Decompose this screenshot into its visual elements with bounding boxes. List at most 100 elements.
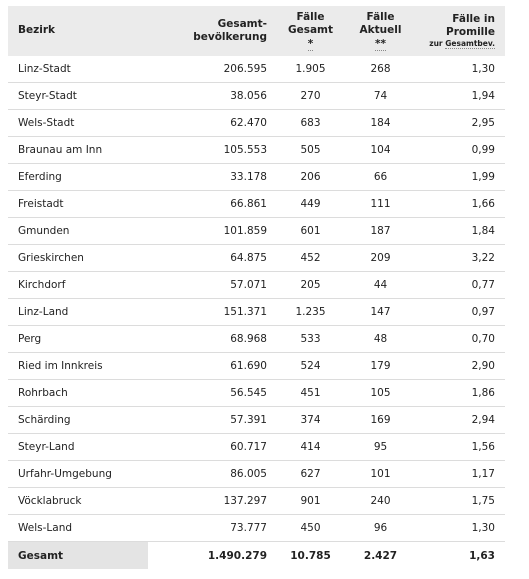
cell-bezirk: Linz-Land (8, 298, 148, 326)
cell-promille: 1,30 (417, 514, 505, 542)
cell-promille: 1,99 (417, 163, 505, 191)
cell-promille: 2,90 (417, 352, 505, 380)
header-promille-line1: Fälle in Promille (446, 13, 495, 39)
table-footer: Gesamt 1.490.279 10.785 2.427 1,63 (8, 541, 505, 569)
cell-bevoelkerung: 101.859 (148, 217, 277, 245)
header-gesamtbevoelkerung[interactable]: Gesamt- bevölkerung (148, 6, 277, 56)
cell-faelle-aktuell: 66 (344, 163, 417, 191)
cell-faelle-gesamt: 452 (277, 244, 344, 272)
cell-faelle-aktuell: 105 (344, 379, 417, 407)
cell-bevoelkerung: 57.071 (148, 271, 277, 299)
cell-bevoelkerung: 61.690 (148, 352, 277, 380)
table-row: Urfahr-Umgebung 86.005 627 101 1,17 (8, 460, 505, 488)
table-row: Wels-Land 73.777 450 96 1,30 (8, 514, 505, 542)
cell-promille: 2,95 (417, 109, 505, 137)
header-bezirk[interactable]: Bezirk (8, 6, 148, 56)
header-gesamt-line2: bevölkerung (193, 31, 267, 43)
cell-bezirk: Eferding (8, 163, 148, 191)
cell-bevoelkerung: 38.056 (148, 82, 277, 110)
table-row: Linz-Land 151.371 1.235 147 0,97 (8, 298, 505, 326)
cell-promille: 2,94 (417, 406, 505, 434)
cell-faelle-aktuell: 44 (344, 271, 417, 299)
cell-faelle-aktuell: 104 (344, 136, 417, 164)
cell-faelle-gesamt: 414 (277, 433, 344, 461)
cell-bezirk: Linz-Stadt (8, 56, 148, 83)
cell-faelle-gesamt: 627 (277, 460, 344, 488)
cell-bezirk: Gmunden (8, 217, 148, 245)
cell-faelle-gesamt: 524 (277, 352, 344, 380)
cell-promille: 0,99 (417, 136, 505, 164)
header-aktuell-line1: Fälle (366, 11, 395, 24)
footnote-marker-single[interactable]: * (307, 37, 314, 51)
header-promille-sub: zur Gesamtbev. (427, 39, 495, 50)
cell-bezirk: Schärding (8, 406, 148, 434)
cell-bevoelkerung: 73.777 (148, 514, 277, 542)
cell-bezirk: Ried im Innkreis (8, 352, 148, 380)
header-faelle-gesamt[interactable]: Fälle Gesamt * (277, 6, 344, 56)
table-body: Linz-Stadt 206.595 1.905 268 1,30 Steyr-Stadt… (8, 56, 505, 542)
cell-bezirk: Wels-Stadt (8, 109, 148, 137)
table-row: Kirchdorf 57.071 205 44 0,77 (8, 271, 505, 299)
header-aktuell-line2: Aktuell (359, 24, 402, 37)
cell-faelle-aktuell: 179 (344, 352, 417, 380)
cell-bezirk: Urfahr-Umgebung (8, 460, 148, 488)
cell-promille: 1,56 (417, 433, 505, 461)
cell-bevoelkerung: 64.875 (148, 244, 277, 272)
cell-bevoelkerung: 60.717 (148, 433, 277, 461)
table-row: Perg 68.968 533 48 0,70 (8, 325, 505, 353)
cell-faelle-gesamt: 601 (277, 217, 344, 245)
table-row: Schärding 57.391 374 169 2,94 (8, 406, 505, 434)
header-faelle-line1: Fälle (296, 11, 325, 24)
cell-promille: 3,22 (417, 244, 505, 272)
table-row: Eferding 33.178 206 66 1,99 (8, 163, 505, 191)
cell-bevoelkerung: 33.178 (148, 163, 277, 191)
cell-bezirk: Grieskirchen (8, 244, 148, 272)
table-row: Ried im Innkreis 61.690 524 179 2,90 (8, 352, 505, 380)
cell-faelle-gesamt: 533 (277, 325, 344, 353)
cell-bezirk: Vöcklabruck (8, 487, 148, 515)
table-row: Steyr-Stadt 38.056 270 74 1,94 (8, 82, 505, 110)
cell-bezirk: Steyr-Land (8, 433, 148, 461)
cell-faelle-aktuell: 111 (344, 190, 417, 218)
cell-faelle-gesamt: 451 (277, 379, 344, 407)
data-table-container: Bezirk Gesamt- bevölkerung Fälle Gesamt … (8, 6, 505, 569)
cell-faelle-gesamt: 374 (277, 406, 344, 434)
total-bevoelkerung: 1.490.279 (148, 541, 277, 569)
cell-bevoelkerung: 68.968 (148, 325, 277, 353)
header-promille-abbr[interactable]: Gesamtbev. (445, 39, 495, 50)
cell-faelle-gesamt: 1.235 (277, 298, 344, 326)
header-promille[interactable]: Fälle in Promille zur Gesamtbev. (417, 6, 505, 56)
footnote-marker-double[interactable]: ** (375, 37, 386, 51)
table-header: Bezirk Gesamt- bevölkerung Fälle Gesamt … (8, 6, 505, 56)
header-promille-sub1: zur (429, 39, 443, 49)
cell-bevoelkerung: 66.861 (148, 190, 277, 218)
cell-faelle-gesamt: 206 (277, 163, 344, 191)
header-row: Bezirk Gesamt- bevölkerung Fälle Gesamt … (8, 6, 505, 56)
cell-faelle-aktuell: 96 (344, 514, 417, 542)
cell-faelle-gesamt: 901 (277, 487, 344, 515)
district-cases-table: Bezirk Gesamt- bevölkerung Fälle Gesamt … (8, 6, 505, 569)
table-row: Grieskirchen 64.875 452 209 3,22 (8, 244, 505, 272)
cell-faelle-aktuell: 268 (344, 56, 417, 83)
table-row: Steyr-Land 60.717 414 95 1,56 (8, 433, 505, 461)
cell-promille: 1,17 (417, 460, 505, 488)
cell-faelle-gesamt: 505 (277, 136, 344, 164)
cell-promille: 0,70 (417, 325, 505, 353)
cell-promille: 1,66 (417, 190, 505, 218)
cell-promille: 1,94 (417, 82, 505, 110)
cell-faelle-gesamt: 270 (277, 82, 344, 110)
cell-faelle-gesamt: 683 (277, 109, 344, 137)
header-faelle-aktuell[interactable]: Fälle Aktuell ** (344, 6, 417, 56)
cell-promille: 1,75 (417, 487, 505, 515)
cell-bezirk: Freistadt (8, 190, 148, 218)
cell-faelle-aktuell: 187 (344, 217, 417, 245)
cell-faelle-gesamt: 450 (277, 514, 344, 542)
total-label: Gesamt (8, 541, 148, 569)
cell-bevoelkerung: 62.470 (148, 109, 277, 137)
cell-faelle-aktuell: 147 (344, 298, 417, 326)
cell-promille: 1,84 (417, 217, 505, 245)
total-promille: 1,63 (417, 541, 505, 569)
cell-faelle-aktuell: 209 (344, 244, 417, 272)
cell-faelle-gesamt: 205 (277, 271, 344, 299)
cell-promille: 0,77 (417, 271, 505, 299)
